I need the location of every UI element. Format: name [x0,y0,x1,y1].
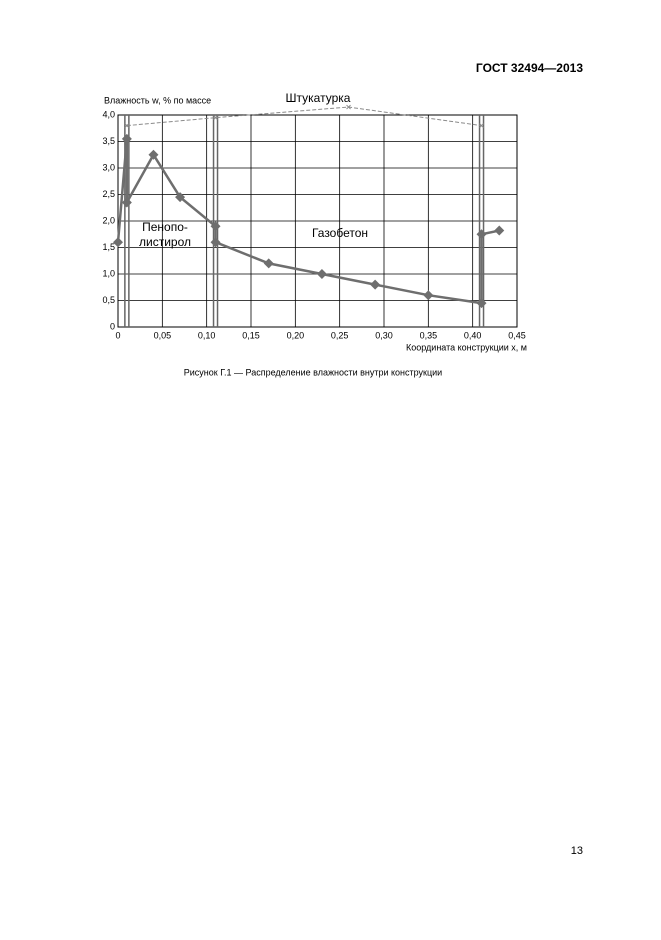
point [210,237,221,248]
y-tick-label: 3,5 [102,136,115,146]
point [476,229,487,240]
point [316,269,327,279]
y-tick-label: 3,0 [102,162,115,172]
point [479,123,484,128]
point [263,258,274,269]
point [121,133,132,144]
x-tick-label: 0,20 [287,330,305,340]
y-tick-label: 2,5 [102,189,115,199]
series-label: Штукатурка [286,91,351,105]
x-tick-label: 0,25 [331,330,349,340]
x-tick-label: 0,15 [242,330,260,340]
series-line [126,106,482,127]
point [113,237,123,248]
point [121,197,132,208]
annotation: листирол [139,235,191,249]
point [124,123,130,128]
y-tick-label: 2,0 [102,215,115,225]
y-tick-label: 0 [110,321,115,331]
point [370,279,381,290]
y-tick-label: 1,5 [102,242,115,252]
x-tick-label: 0,30 [375,330,393,340]
point [476,298,487,309]
x-tick-label: 0 [115,330,120,340]
annotation: Пенопо- [142,220,188,234]
point [148,149,159,160]
y-tick-label: 1,0 [102,268,115,278]
point [346,104,351,110]
series-line [116,138,500,305]
point [494,225,505,236]
x-tick-label: 0,10 [198,330,216,340]
chart: 0 0,5 1,0 1,5 2,0 2,5 3,0 3,5 4,0 0 0,05 0,10 0,15 0,… [102,104,526,340]
x-axis-label: Координата конструкции x, м [406,342,527,352]
x-tick-label: 0,35 [420,330,438,340]
point [175,192,186,203]
point [423,290,434,301]
x-tick-label: 0,40 [464,330,482,340]
y-axis-label: Влажность w, % по массе [104,95,211,105]
plot-frame [117,114,518,328]
page-number: 13 [571,845,583,857]
x-tick-label: 0,45 [508,330,526,340]
y-tick-label: 0,5 [102,295,115,305]
point [210,221,221,232]
point [213,115,218,121]
x-tick-label: 0,05 [154,330,172,340]
header-title: ГОСТ 32494—2013 [476,61,583,75]
y-tick-label: 4,0 [102,109,115,119]
caption: Рисунок Г.1 — Распределение влажности вн… [184,367,442,377]
